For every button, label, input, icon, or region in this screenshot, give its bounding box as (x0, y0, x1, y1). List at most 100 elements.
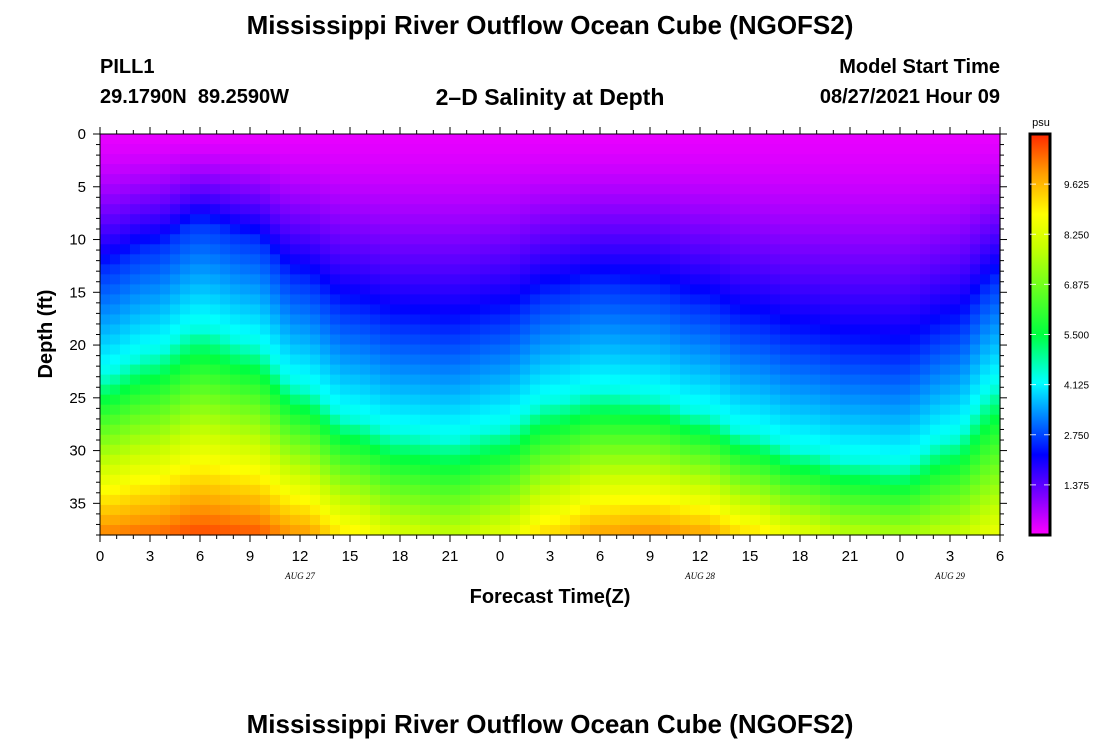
heatmap-cell (380, 384, 391, 396)
heatmap-cell (760, 364, 771, 376)
heatmap-cell (800, 294, 811, 306)
heatmap-cell (320, 344, 331, 356)
heatmap-cell (870, 194, 881, 205)
heatmap-cell (180, 284, 191, 296)
heatmap-cell (280, 504, 291, 516)
heatmap-cell (680, 164, 691, 175)
heatmap-cell (840, 234, 851, 245)
heatmap-cell (720, 314, 731, 326)
heatmap-cell (570, 444, 581, 456)
heatmap-cell (970, 484, 981, 496)
heatmap-cell (900, 284, 911, 296)
heatmap-cell (300, 404, 311, 416)
heatmap-cell (290, 204, 301, 215)
heatmap-cell (550, 324, 561, 336)
heatmap-cell (980, 304, 991, 316)
heatmap-cell (620, 214, 631, 225)
heatmap-cell (530, 464, 541, 476)
heatmap-cell (180, 244, 191, 255)
heatmap-cell (500, 204, 511, 215)
heatmap-cell (840, 464, 851, 476)
heatmap-cell (860, 254, 871, 265)
heatmap-cell (250, 234, 261, 245)
heatmap-cell (250, 344, 261, 356)
heatmap-cell (310, 174, 321, 185)
heatmap-cell (230, 184, 241, 195)
heatmap-cell (270, 174, 281, 185)
heatmap-cell (470, 374, 481, 386)
heatmap-cell (430, 184, 441, 195)
heatmap-cell (950, 404, 961, 416)
heatmap-cell (460, 294, 471, 306)
heatmap-cell (400, 144, 411, 155)
heatmap-cell (430, 364, 441, 376)
heatmap-cell (300, 464, 311, 476)
heatmap-cell (230, 484, 241, 496)
heatmap-cell (150, 474, 161, 486)
heatmap-cell (930, 304, 941, 316)
heatmap-cell (680, 484, 691, 496)
heatmap-cell (760, 334, 771, 346)
heatmap-cell (660, 154, 671, 165)
heatmap-cell (470, 204, 481, 215)
heatmap-cell (590, 144, 601, 155)
heatmap-cell (130, 474, 141, 486)
heatmap-cell (590, 394, 601, 406)
heatmap-cell (640, 354, 651, 366)
heatmap-cell (380, 344, 391, 356)
heatmap-cell (710, 294, 721, 306)
heatmap-cell (210, 494, 221, 506)
heatmap-cell (550, 204, 561, 215)
heatmap-cell (120, 384, 131, 396)
heatmap-cell (970, 204, 981, 215)
heatmap-cell (130, 524, 141, 536)
heatmap-cell (470, 504, 481, 516)
heatmap-cell (870, 364, 881, 376)
heatmap-cell (670, 294, 681, 306)
heatmap-cell (830, 254, 841, 265)
heatmap-cell (360, 234, 371, 245)
heatmap-cell (480, 444, 491, 456)
heatmap-cell (600, 404, 611, 416)
heatmap-cell (950, 424, 961, 436)
heatmap-cell (950, 434, 961, 446)
heatmap-cell (370, 404, 381, 416)
heatmap-cell (880, 194, 891, 205)
heatmap-cell (600, 364, 611, 376)
heatmap-cell (360, 154, 371, 165)
heatmap-cell (750, 374, 761, 386)
heatmap-cell (590, 404, 601, 416)
heatmap-cell (310, 354, 321, 366)
heatmap-cell (440, 264, 451, 275)
heatmap-cell (480, 404, 491, 416)
heatmap-cell (740, 154, 751, 165)
heatmap-cell (750, 284, 761, 296)
heatmap-cell (570, 164, 581, 175)
heatmap-cell (940, 324, 951, 336)
heatmap-cell (890, 394, 901, 406)
heatmap-cell (180, 254, 191, 265)
heatmap-cell (660, 444, 671, 456)
heatmap-cell (780, 244, 791, 255)
heatmap-cell (700, 174, 711, 185)
heatmap-cell (400, 384, 411, 396)
heatmap-cell (170, 474, 181, 486)
heatmap-cell (140, 434, 151, 446)
heatmap-cell (190, 184, 201, 195)
heatmap-cell (750, 364, 761, 376)
heatmap-cell (290, 524, 301, 536)
heatmap-cell (580, 404, 591, 416)
x-tick-label: 21 (442, 548, 459, 565)
heatmap-cell (580, 524, 591, 536)
heatmap-cell (300, 314, 311, 326)
heatmap-cell (970, 504, 981, 516)
heatmap-cell (410, 404, 421, 416)
heatmap-cell (140, 174, 151, 185)
heatmap-cell (870, 274, 881, 285)
heatmap-cell (910, 204, 921, 215)
heatmap-cell (370, 514, 381, 526)
heatmap-cell (990, 424, 1001, 436)
heatmap-cell (860, 424, 871, 436)
heatmap-cell (320, 154, 331, 165)
